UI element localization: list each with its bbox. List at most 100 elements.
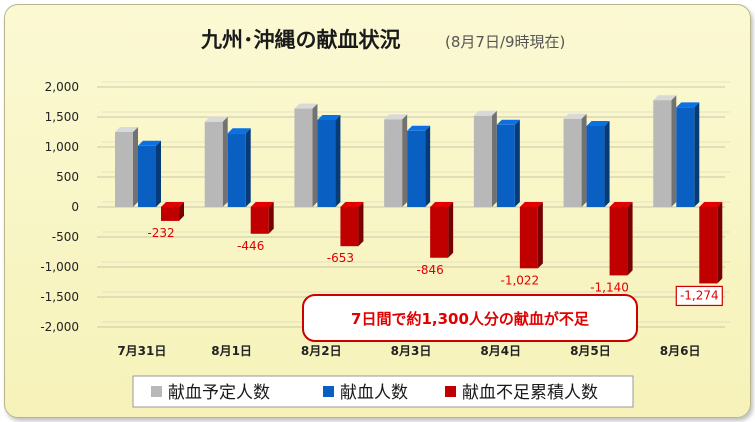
bar-front [563,118,582,207]
bar-side [358,202,364,247]
bar-front [653,100,672,207]
bar-top [294,103,318,109]
bar-front [204,121,223,207]
x-category-label: 8月2日 [301,344,342,358]
data-label: -446 [237,239,264,253]
bar-side [694,102,700,207]
y-tick-label: -1,500 [40,290,79,304]
bar-side [581,113,587,207]
bar-side [268,202,274,234]
bar-front [407,130,426,207]
bar-side [156,140,161,207]
bar-top [161,202,184,207]
data-label: -1,140 [590,280,629,294]
bar-3 [519,202,543,269]
bar-front [161,207,179,221]
bar-side [627,202,633,276]
bar-top [317,115,341,120]
bar-top [519,202,543,207]
bar-side [491,110,497,207]
data-label: -1,022 [501,273,540,287]
legend-box [132,375,634,408]
bar-side [604,121,610,207]
bar-top [473,110,497,116]
bar-front [340,207,359,247]
legend-label: 献血予定人数 [168,383,270,403]
bar-front [138,145,156,207]
chart-title: 九州･沖縄の献血状況 [200,28,401,52]
bar-side [335,115,341,207]
bar-side [514,119,520,207]
bar-2 [676,102,700,207]
bar-top [653,95,677,101]
bar-top [407,125,431,131]
bar-2 [496,119,520,207]
bar-top [496,119,520,125]
bar-front [227,133,246,207]
bar-side [179,202,184,221]
bar-front [115,132,133,207]
legend-label: 献血不足累積人数 [462,383,598,403]
bar-front [317,120,336,207]
bar-side [425,125,431,207]
callout-box [302,294,638,342]
bar-2 [586,121,610,207]
bar-side [717,202,723,284]
chart: 九州･沖縄の献血状況 (8月7日/9時現在) 2,000 1,500 1,000 50… [40,28,730,408]
data-label: -653 [327,251,354,265]
bar-3 [699,202,723,284]
legend-swatch [445,386,456,397]
bar-side [671,95,677,207]
bar-2 [407,125,431,207]
y-tick-label: 1,500 [45,110,79,124]
bar-top [227,128,251,134]
legend-label: 献血人数 [340,383,408,403]
legend-swatch [151,386,162,397]
bar-side [222,116,228,207]
x-category-label: 8月1日 [211,344,252,358]
bar-1 [294,103,318,207]
x-category-label: 7月31日 [117,344,166,358]
legend-swatch [323,386,334,397]
bar-front [609,207,628,276]
bar-3 [430,202,454,258]
bar-front [430,207,449,258]
callout-text: 7日間で約1,300人分の献血が不足 [351,310,590,328]
bar-top [586,121,610,126]
x-category-label: 8月3日 [391,344,432,358]
data-label: -846 [417,263,444,277]
y-tick-label: 2,000 [45,80,79,94]
bar-top [676,102,700,108]
bar-3 [609,202,633,276]
bar-top [430,202,454,207]
y-tick-label: -2,000 [40,320,79,334]
bar-top [340,202,364,207]
bar-front [676,107,695,207]
bar-front [586,126,605,207]
chart-frame: 九州･沖縄の献血状況 (8月7日/9時現在) 2,000 1,500 1,000 50… [4,4,751,418]
bar-side [245,128,251,207]
bar-top [699,202,723,207]
bar-top [563,113,587,119]
bar-front [250,207,269,234]
bar-3 [161,202,184,221]
bar-side [312,103,318,207]
bar-top [609,202,633,207]
bar-top [138,140,161,146]
bar-top [204,116,228,122]
bar-side [402,114,408,207]
bar-2 [227,128,251,207]
bar-front [496,124,515,207]
x-category-label: 8月5日 [570,344,611,358]
chart-subtitle: (8月7日/9時現在) [445,33,565,51]
bar-1 [384,114,408,207]
bar-3 [340,202,364,247]
bar-side [133,127,138,207]
bar-2 [138,140,161,207]
y-tick-label: 1,000 [45,140,79,154]
bar-front [699,207,718,284]
bar-1 [563,113,587,207]
bar-1 [653,95,677,207]
bar-front [384,119,403,207]
bar-top [250,202,274,207]
